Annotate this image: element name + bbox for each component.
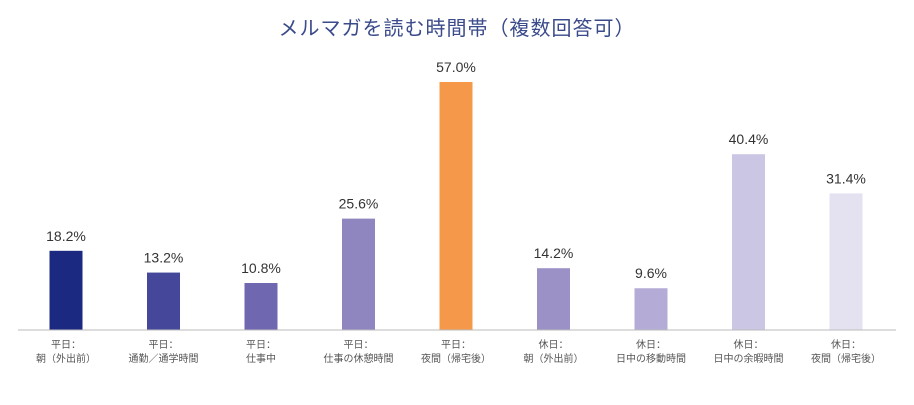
category-label-1-line-1: 平日： <box>51 340 81 351</box>
category-label-8-line-2: 日中の余暇時間 <box>714 352 784 365</box>
value-label-5: 57.0% <box>436 59 476 75</box>
category-label-1-line-2: 朝（外出前） <box>36 352 96 365</box>
value-label-7: 9.6% <box>635 265 667 281</box>
value-label-6: 14.2% <box>534 245 574 261</box>
value-label-1: 18.2% <box>46 228 86 244</box>
chart-title: メルマガを読む時間帯（複数回答可） <box>278 16 636 40</box>
category-label-5-line-1: 平日： <box>441 340 471 351</box>
bar-5 <box>439 82 473 330</box>
bar-1 <box>49 250 83 330</box>
category-label-3-line-1: 平日： <box>246 340 276 351</box>
value-label-2: 13.2% <box>144 250 184 266</box>
category-label-4-line-1: 平日： <box>344 340 374 351</box>
bars-group <box>49 82 863 330</box>
category-label-2-line-1: 平日： <box>149 340 179 351</box>
category-label-7-line-1: 休日： <box>636 339 666 351</box>
category-label-5-line-2: 夜間（帰宅後） <box>421 352 491 365</box>
bar-9 <box>829 193 863 330</box>
value-label-3: 10.8% <box>241 260 281 276</box>
category-label-6-line-1: 休日： <box>539 339 569 351</box>
value-label-4: 25.6% <box>339 196 379 212</box>
category-label-2-line-2: 通勤／通学時間 <box>129 352 199 365</box>
category-label-6-line-2: 朝（外出前） <box>524 352 584 365</box>
bar-8 <box>732 154 765 330</box>
bar-2 <box>147 272 180 330</box>
category-label-9-line-1: 休日： <box>831 339 861 351</box>
category-label-8-line-1: 休日： <box>734 339 764 351</box>
value-label-8: 40.4% <box>729 131 769 147</box>
value-label-9: 31.4% <box>826 170 866 186</box>
category-label-9-line-2: 夜間（帰宅後） <box>811 352 881 365</box>
bar-3 <box>244 283 278 330</box>
bar-6 <box>537 268 570 330</box>
bar-7 <box>634 288 668 330</box>
bar-4 <box>342 218 375 330</box>
category-label-7-line-2: 日中の移動時間 <box>616 352 686 365</box>
category-label-4-line-2: 仕事の休憩時間 <box>324 352 394 365</box>
labels-group: 18.2%平日：朝（外出前）13.2%平日：通勤／通学時間10.8%平日：仕事中… <box>36 59 881 365</box>
category-label-3-line-2: 仕事中 <box>246 352 276 365</box>
